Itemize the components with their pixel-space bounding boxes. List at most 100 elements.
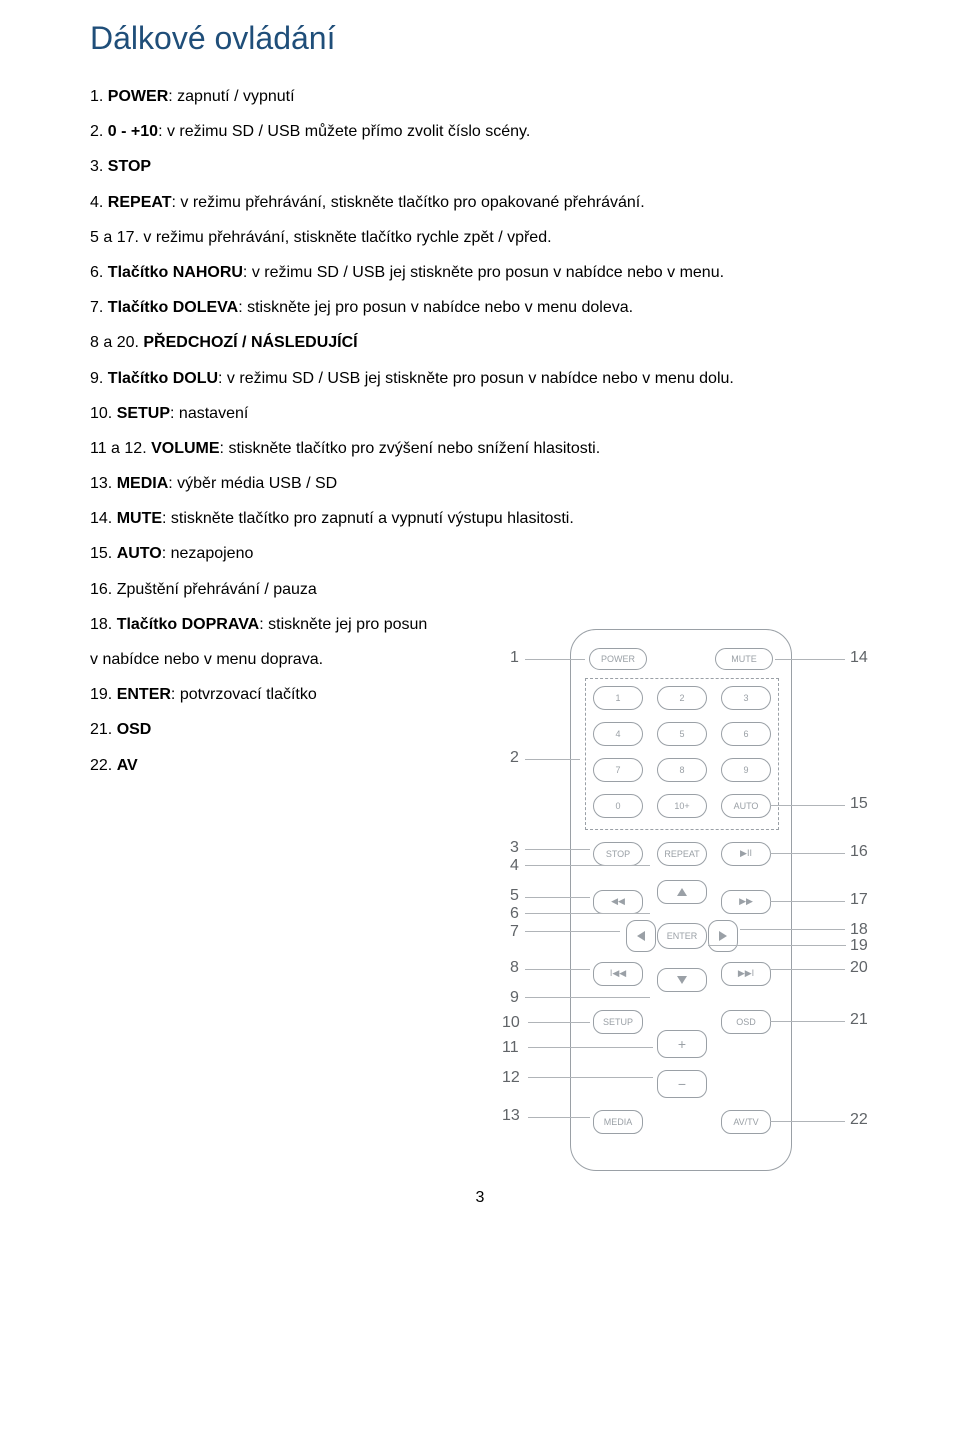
leader-line bbox=[528, 1077, 653, 1078]
item-8: 8 a 20. PŘEDCHOZÍ / NÁSLEDUJÍCÍ bbox=[90, 331, 870, 354]
text: : nezapojeno bbox=[162, 545, 254, 562]
btn-6: 6 bbox=[721, 722, 771, 746]
callout-5: 5 bbox=[510, 887, 519, 905]
text-bold: Tlačítko NAHORU bbox=[108, 264, 243, 281]
document-page: Dálkové ovládání 1. POWER : zapnutí / vyp… bbox=[0, 0, 960, 1237]
btn-2: 2 bbox=[657, 686, 707, 710]
callout-6: 6 bbox=[510, 905, 519, 923]
item-11: 11 a 12. VOLUME: stiskněte tlačítko pro … bbox=[90, 437, 870, 460]
callout-9: 9 bbox=[510, 989, 519, 1007]
btn-fwd: ▶▶ bbox=[721, 890, 771, 914]
text: : v režimu přehrávání, stiskněte tlačítk… bbox=[172, 194, 645, 211]
leader-line bbox=[770, 1121, 845, 1122]
leader-line bbox=[525, 969, 590, 970]
btn-vol-down: − bbox=[657, 1070, 707, 1098]
btn-avtv: AV/TV bbox=[721, 1110, 771, 1134]
text: : stiskněte tlačítko pro zapnutí a vypnu… bbox=[162, 510, 574, 527]
btn-osd: OSD bbox=[721, 1010, 771, 1034]
callout-3: 3 bbox=[510, 839, 519, 857]
text: : v režimu SD / USB jej stiskněte pro po… bbox=[243, 264, 724, 281]
callout-12: 12 bbox=[502, 1069, 520, 1087]
btn-enter: ENTER bbox=[657, 923, 707, 949]
page-number: 3 bbox=[90, 1189, 870, 1207]
leader-line bbox=[775, 659, 845, 660]
page-title: Dálkové ovládání bbox=[90, 20, 870, 57]
text: 3. bbox=[90, 158, 108, 175]
item-3: 3. STOP bbox=[90, 155, 870, 178]
leader-line bbox=[525, 849, 590, 850]
leader-line bbox=[525, 659, 585, 660]
item-10: 10. SETUP: nastavení bbox=[90, 402, 870, 425]
item-4: 4. REPEAT: v režimu přehrávání, stisknět… bbox=[90, 191, 870, 214]
btn-0: 0 bbox=[593, 794, 643, 818]
remote-body: POWER MUTE 1 2 3 4 5 6 7 8 9 0 10+ AUTO … bbox=[570, 629, 792, 1171]
leader-line bbox=[740, 929, 845, 930]
btn-right bbox=[708, 920, 738, 952]
callout-17: 17 bbox=[850, 891, 868, 909]
leader-line bbox=[528, 1047, 653, 1048]
leader-line bbox=[528, 1022, 590, 1023]
btn-setup: SETUP bbox=[593, 1010, 643, 1034]
item-16: 16. Zpuštění přehrávání / pauza bbox=[90, 578, 870, 601]
item-6: 6. Tlačítko NAHORU: v režimu SD / USB je… bbox=[90, 261, 870, 284]
leader-line bbox=[708, 945, 846, 946]
leader-line bbox=[770, 805, 845, 806]
leader-line bbox=[525, 931, 620, 932]
callout-2: 2 bbox=[510, 749, 519, 767]
btn-repeat: REPEAT bbox=[657, 842, 707, 866]
btn-up bbox=[657, 880, 707, 904]
btn-auto: AUTO bbox=[721, 794, 771, 818]
leader-line bbox=[525, 865, 650, 866]
callout-8: 8 bbox=[510, 959, 519, 977]
text: : v režimu SD / USB jej stiskněte pro po… bbox=[218, 370, 734, 387]
btn-4: 4 bbox=[593, 722, 643, 746]
text-bold: AUTO bbox=[117, 545, 162, 562]
btn-power: POWER bbox=[589, 648, 647, 670]
btn-10p: 10+ bbox=[657, 794, 707, 818]
btn-8: 8 bbox=[657, 758, 707, 782]
leader-line bbox=[770, 969, 845, 970]
remote-figure: POWER MUTE 1 2 3 4 5 6 7 8 9 0 10+ AUTO … bbox=[450, 629, 910, 1169]
item-5: 5 a 17. v režimu přehrávání, stiskněte t… bbox=[90, 226, 870, 249]
btn-vol-up: + bbox=[657, 1030, 707, 1058]
text-bold: PŘEDCHOZÍ / NÁSLEDUJÍCÍ bbox=[143, 334, 357, 351]
text: : stiskněte tlačítko pro zvýšení nebo sn… bbox=[220, 440, 601, 457]
callout-15: 15 bbox=[850, 795, 868, 813]
text: 7. bbox=[90, 299, 108, 316]
remote-figure-wrap: POWER MUTE 1 2 3 4 5 6 7 8 9 0 10+ AUTO … bbox=[90, 629, 870, 1169]
item-7: 7. Tlačítko DOLEVA: stiskněte jej pro po… bbox=[90, 296, 870, 319]
text-bold: 0 - +10 bbox=[108, 123, 158, 140]
text-bold: MEDIA bbox=[117, 475, 169, 492]
text: : zapnutí / vypnutí bbox=[168, 88, 294, 105]
leader-line bbox=[528, 1117, 590, 1118]
btn-down bbox=[657, 968, 707, 992]
text: 1. bbox=[90, 88, 108, 105]
btn-stop: STOP bbox=[593, 842, 643, 866]
callout-16: 16 bbox=[850, 843, 868, 861]
callout-19: 19 bbox=[850, 937, 868, 955]
btn-mute: MUTE bbox=[715, 648, 773, 670]
callout-20: 20 bbox=[850, 959, 868, 977]
btn-media: MEDIA bbox=[593, 1110, 643, 1134]
item-9: 9. Tlačítko DOLU: v režimu SD / USB jej … bbox=[90, 367, 870, 390]
arrow-up-icon bbox=[677, 888, 687, 896]
leader-line bbox=[770, 1021, 845, 1022]
leader-line bbox=[525, 913, 650, 914]
leader-line bbox=[525, 897, 590, 898]
callout-11: 11 bbox=[502, 1039, 519, 1057]
callout-21: 21 bbox=[850, 1011, 868, 1029]
text: 13. bbox=[90, 475, 117, 492]
leader-line bbox=[770, 853, 845, 854]
btn-left bbox=[626, 920, 656, 952]
item-15: 15. AUTO: nezapojeno bbox=[90, 542, 870, 565]
leader-line bbox=[525, 759, 580, 760]
text: : výběr média USB / SD bbox=[168, 475, 337, 492]
text: 8 a 20. bbox=[90, 334, 143, 351]
arrow-down-icon bbox=[677, 976, 687, 984]
callout-13: 13 bbox=[502, 1107, 520, 1125]
item-14: 14. MUTE: stiskněte tlačítko pro zapnutí… bbox=[90, 507, 870, 530]
callout-1: 1 bbox=[510, 649, 519, 667]
item-2: 2. 0 - +10: v režimu SD / USB můžete pří… bbox=[90, 120, 870, 143]
text-bold: Tlačítko DOLU bbox=[108, 370, 218, 387]
text-bold: VOLUME bbox=[151, 440, 219, 457]
